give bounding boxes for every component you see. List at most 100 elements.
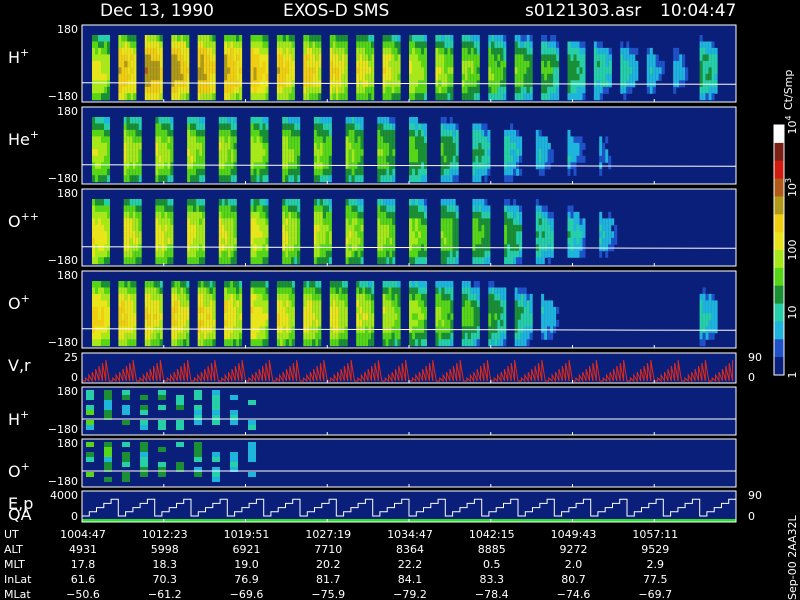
heat-cell — [135, 257, 139, 265]
heat-cell — [503, 313, 507, 321]
heat-cell — [682, 73, 686, 81]
heat-cell — [626, 54, 630, 62]
heat-cell — [221, 162, 225, 170]
heat-cell — [385, 287, 389, 295]
heat-cell — [206, 60, 210, 68]
heat-cell — [441, 332, 445, 340]
heat-cell — [129, 149, 133, 157]
heat-cell — [599, 93, 603, 101]
heat-cell — [550, 332, 554, 340]
heat-cell — [107, 117, 110, 124]
heat-cell — [129, 175, 133, 183]
panel-ion-sup: + — [21, 460, 30, 473]
heat-cell — [209, 67, 213, 75]
heat-cell — [475, 224, 479, 232]
heat-cell — [193, 117, 197, 124]
heat-cell — [322, 218, 326, 226]
heat-cell — [259, 293, 263, 301]
heat-cell — [491, 73, 495, 81]
heat-cell — [424, 306, 427, 314]
heat-cell — [447, 319, 451, 327]
heat-cell — [447, 281, 451, 288]
heat-cell — [161, 168, 165, 176]
heat-cell — [357, 257, 361, 265]
heat-cell — [472, 231, 476, 239]
heat-cell — [124, 93, 128, 101]
heat-cell — [435, 293, 439, 301]
heat-cell — [118, 287, 122, 295]
heat-cell — [383, 129, 387, 137]
heat-cell — [199, 175, 203, 183]
heat-cell — [253, 218, 257, 226]
heat-cell — [309, 86, 313, 94]
heat-cell — [294, 205, 298, 213]
heat-cell — [253, 129, 257, 137]
heat-cell — [170, 162, 174, 170]
heat-cell — [285, 142, 289, 150]
heat-cell — [197, 281, 201, 288]
heat-cell — [438, 332, 442, 340]
heat-cell — [224, 136, 228, 144]
heat-cell — [593, 47, 597, 55]
heat-cell — [567, 218, 571, 226]
heat-cell — [186, 313, 190, 321]
heat-cell — [171, 35, 175, 42]
heat-cell — [158, 168, 162, 176]
heat-cell — [291, 155, 295, 163]
heat-cell — [550, 211, 554, 219]
heat-cell — [126, 205, 130, 213]
heat-cell — [351, 175, 355, 183]
heat-cell — [233, 149, 237, 157]
heat-cell — [380, 257, 384, 265]
heat-cell — [256, 117, 260, 124]
heat-cell — [196, 237, 200, 245]
heat-cell — [319, 218, 323, 226]
heat-cell — [86, 410, 94, 415]
heat-cell — [233, 205, 237, 213]
heat-cell — [391, 47, 395, 55]
heat-cell — [708, 306, 712, 314]
heat-cell — [138, 155, 142, 163]
heat-cell — [348, 155, 352, 163]
heat-cell — [708, 47, 712, 55]
heat-cell — [309, 35, 313, 42]
heat-cell — [144, 93, 148, 101]
heat-cell — [107, 47, 110, 55]
heat-cell — [167, 205, 171, 213]
heat-cell — [519, 142, 523, 150]
heat-cell — [520, 35, 524, 42]
heat-cell — [183, 293, 187, 301]
header-instrument: EXOS-D SMS — [283, 1, 389, 21]
heat-cell — [129, 237, 133, 245]
heat-cell — [357, 231, 361, 239]
heat-cell — [570, 211, 574, 219]
heat-cell — [180, 326, 184, 334]
heat-cell — [203, 281, 207, 288]
heat-cell — [224, 80, 228, 88]
heat-cell — [567, 41, 571, 49]
heat-cell — [159, 93, 163, 101]
heat-cell — [487, 250, 491, 258]
heat-cell — [193, 257, 197, 265]
heat-cell — [309, 281, 313, 288]
heat-cell — [503, 47, 507, 55]
heat-cell — [312, 67, 316, 75]
heat-cell — [699, 47, 703, 55]
heat-cell — [382, 60, 386, 68]
heat-cell — [92, 319, 95, 327]
heat-cell — [107, 244, 110, 252]
heat-cell — [541, 319, 545, 327]
heat-cell — [196, 162, 200, 170]
heat-cell — [351, 129, 355, 137]
heat-cell — [478, 149, 482, 157]
heat-cell — [256, 326, 260, 334]
heat-cell — [259, 162, 263, 170]
heat-cell — [702, 319, 706, 327]
heat-cell — [484, 224, 488, 232]
heat-cell — [262, 47, 266, 55]
heat-cell — [288, 326, 292, 334]
heat-cell — [409, 319, 412, 327]
heat-cell — [329, 73, 333, 81]
heat-cell — [412, 168, 415, 176]
heat-cell — [383, 175, 387, 183]
